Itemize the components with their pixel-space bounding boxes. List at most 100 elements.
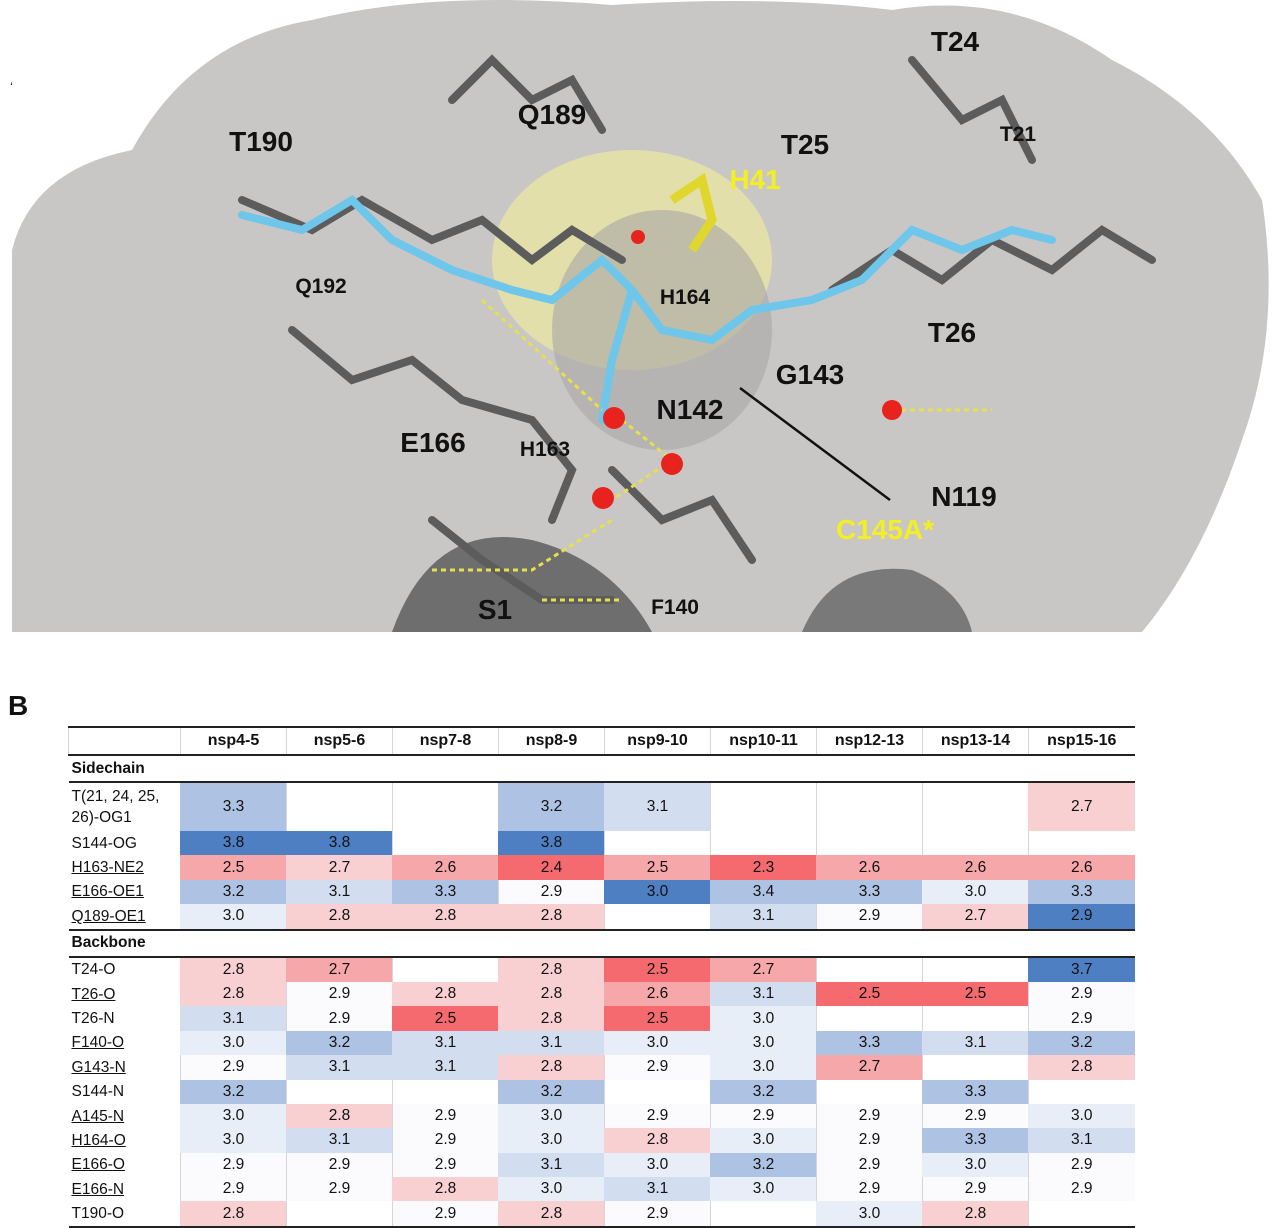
row-label: T190-O	[68, 1201, 181, 1228]
table-row: S144-OG 3.8 3.8 3.8	[69, 831, 1135, 856]
c145a-pointer-line	[739, 386, 891, 502]
table-row: E166-O 2.9 2.9 2.9 3.1 3.0 3.2 2.9 3.0 2.9	[69, 1152, 1135, 1178]
label-t21: T21	[999, 123, 1037, 146]
section-title: Backbone	[68, 928, 1135, 957]
distance-cell: 3.0	[604, 1152, 711, 1178]
distance-cell	[922, 831, 1029, 856]
distance-cell: 3.2	[710, 1079, 817, 1104]
label-t26: T26	[927, 317, 977, 348]
distance-cell: 3.0	[922, 879, 1029, 905]
distance-cell: 3.3	[392, 879, 499, 905]
row-label-text: T(21, 24, 25, 26)-OG1	[71, 788, 160, 826]
distance-cell: 3.0	[180, 904, 287, 930]
distance-cell: 3.3	[816, 879, 923, 905]
distance-cell	[604, 831, 711, 856]
row-label-text: H163-NE2	[71, 859, 144, 877]
label-f140: F140	[651, 596, 699, 619]
row-label: Q189-OE1	[69, 904, 181, 929]
distance-cell: 3.2	[180, 879, 287, 905]
distance-cell: 3.1	[498, 1030, 605, 1056]
distance-cell: 3.7	[1028, 955, 1135, 982]
distance-cell	[392, 781, 499, 831]
distance-cell	[286, 1201, 393, 1228]
distance-cell: 2.8	[180, 1201, 287, 1228]
distance-cell: 2.8	[286, 904, 393, 930]
column-header: nsp9-10	[604, 726, 711, 755]
distance-cell: 2.7	[816, 1055, 923, 1080]
label-n119: N119	[931, 481, 997, 512]
table-row: E166-N 2.9 2.9 2.8 3.0 3.1 3.0 2.9 2.9 2.9	[69, 1177, 1135, 1202]
distance-cell	[816, 1079, 923, 1104]
distance-cell	[816, 831, 923, 856]
distance-cell: 2.9	[392, 1128, 499, 1153]
distance-cell: 2.8	[498, 981, 605, 1007]
section-title: Sidechain	[68, 754, 1135, 782]
distance-cell: 3.8	[180, 831, 287, 856]
distance-cell: 2.8	[286, 1103, 393, 1129]
distance-cell	[392, 831, 499, 856]
distance-cell: 3.1	[392, 1055, 499, 1080]
protein-structure-image: T190 Q189 T24 T21 T25 H41 Q192 H164 T26 …	[12, 0, 1272, 632]
table-row: A145-N 3.0 2.8 2.9 3.0 2.9 2.9 2.9 2.9 3.0	[69, 1103, 1135, 1129]
distance-cell: 3.1	[286, 1128, 393, 1153]
distance-cell	[922, 1006, 1029, 1031]
distance-cell	[604, 904, 711, 930]
table-row: G143-N 2.9 3.1 3.1 2.8 2.9 3.0 2.7 2.8	[69, 1055, 1135, 1080]
label-t190: T190	[229, 126, 293, 157]
label-t24: T24	[930, 26, 980, 57]
distance-cell: 3.3	[816, 1030, 923, 1056]
label-q192: Q192	[295, 275, 347, 298]
distance-cell: 3.0	[710, 1177, 817, 1202]
distance-cell: 2.9	[816, 1103, 923, 1129]
column-header: nsp5-6	[286, 726, 393, 755]
distance-cell: 2.6	[816, 855, 923, 880]
table-row: S144-N 3.2 3.2 3.2 3.3	[69, 1079, 1135, 1104]
row-label: A145-N	[69, 1104, 181, 1128]
distance-cell: 3.3	[922, 1128, 1029, 1153]
distance-cell: 2.9	[816, 1128, 923, 1153]
distance-cell	[816, 781, 923, 831]
distance-cell: 3.0	[180, 1030, 287, 1056]
distance-cell	[1028, 831, 1135, 856]
row-label: T24-O	[68, 955, 181, 982]
distance-cell: 2.4	[498, 855, 605, 880]
distance-cell: 2.6	[604, 981, 711, 1007]
row-label-text: S144-N	[71, 1083, 125, 1101]
distance-cell: 2.9	[1028, 981, 1135, 1007]
distance-cell: 3.1	[286, 1055, 393, 1080]
label-h163: H163	[519, 438, 571, 461]
distance-cell: 3.0	[922, 1152, 1029, 1178]
distance-cell: 3.1	[1028, 1128, 1135, 1153]
row-label-text: T24-O	[71, 961, 116, 979]
label-s1: S1	[477, 594, 513, 625]
hydrogen-bond-distance-table: nsp4-5 nsp5-6 nsp7-8 nsp8-9 nsp9-10 nsp10-11 n…	[68, 726, 1135, 1228]
distance-cell	[1028, 1079, 1135, 1104]
distance-cell: 3.8	[498, 831, 605, 856]
corner-cell	[68, 726, 181, 755]
distance-cell: 3.2	[286, 1030, 393, 1056]
row-label-text: H164-O	[71, 1131, 126, 1149]
label-q189: Q189	[517, 99, 587, 130]
distance-cell: 2.9	[816, 904, 923, 930]
row-label: T(21, 24, 25, 26)-OG1	[68, 781, 181, 831]
column-header: nsp15-16	[1028, 726, 1135, 755]
distance-cell: 2.8	[498, 955, 605, 982]
distance-cell: 2.9	[922, 1177, 1029, 1202]
row-label: E166-N	[69, 1177, 181, 1201]
distance-cell: 3.1	[710, 904, 817, 930]
column-header: nsp13-14	[922, 726, 1029, 755]
distance-cell: 3.2	[180, 1079, 287, 1104]
row-label-text: T26-N	[71, 1010, 115, 1028]
ligand-sticks	[238, 194, 1056, 424]
distance-cell: 2.5	[392, 1006, 499, 1031]
distance-cell: 2.5	[816, 981, 923, 1007]
distance-cell	[710, 1201, 817, 1228]
distance-cell: 2.9	[286, 1152, 393, 1178]
distance-cell: 3.0	[710, 1006, 817, 1031]
distance-cell: 2.5	[604, 955, 711, 982]
label-c145a: C145A*	[835, 514, 935, 545]
distance-cell	[922, 1055, 1029, 1080]
distance-cell	[816, 1006, 923, 1031]
distance-cell: 3.0	[710, 1030, 817, 1056]
row-label-text: T190-O	[71, 1205, 125, 1223]
